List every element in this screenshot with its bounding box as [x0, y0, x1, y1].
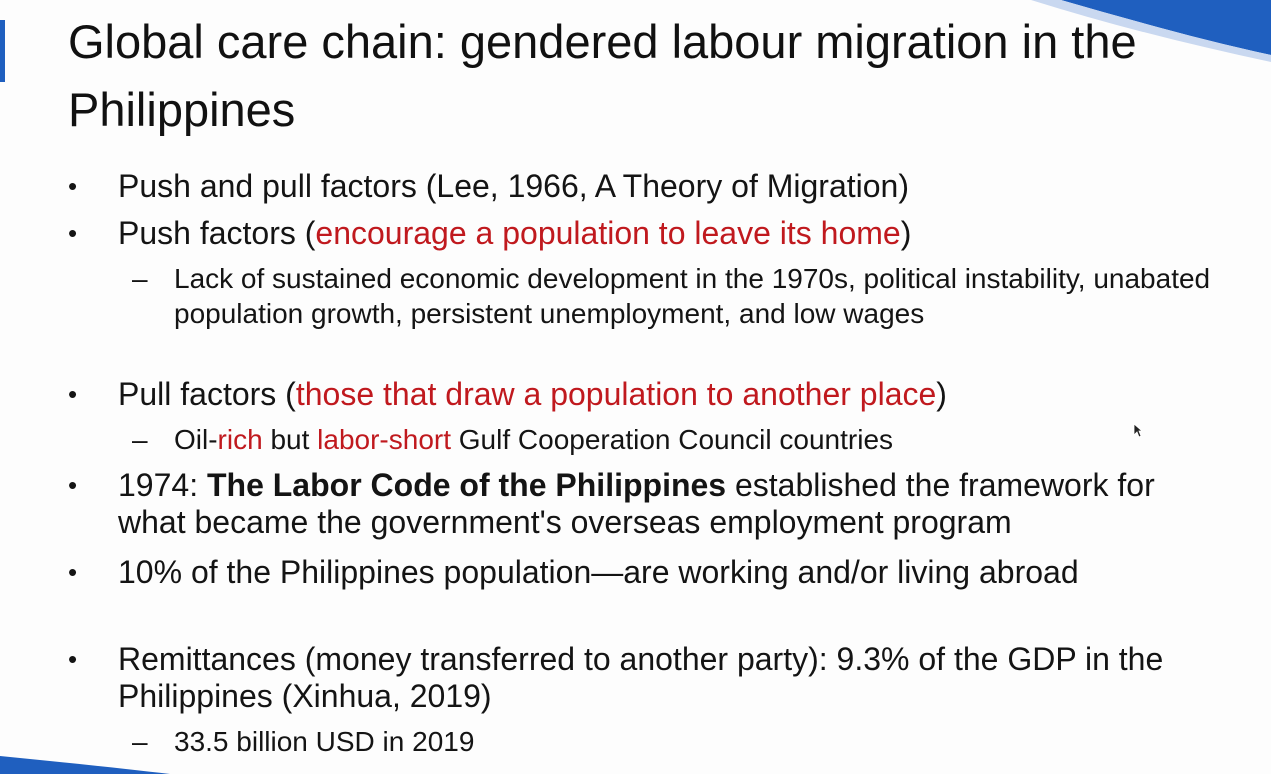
bold-text: The Labor Code of the Philippines — [206, 467, 727, 503]
bullet-text: 10% of the Philippines population—are wo… — [118, 554, 1079, 590]
bullet-text: ) — [900, 215, 912, 251]
bullet-marker: • — [68, 171, 78, 201]
highlighted-text: rich — [217, 424, 263, 455]
bullet-push-pull: • Push and pull factors (Lee, 1966, A Th… — [68, 168, 1228, 205]
bullet-marker: • — [68, 557, 78, 587]
bullet-text: ) — [936, 376, 947, 412]
bullet-text: 1974: — [118, 467, 207, 503]
sub-bullet-push-details: – Lack of sustained economic development… — [132, 261, 1234, 331]
sub-bullet-text: but — [262, 424, 318, 455]
bullet-marker: • — [68, 218, 78, 248]
sub-bullet-gulf: – Oil-rich but labor-short Gulf Cooperat… — [132, 422, 1234, 457]
sub-bullet-text: Lack of sustained economic development i… — [174, 263, 1211, 329]
bullet-text: Pull factors ( — [118, 376, 296, 412]
left-accent-bar — [0, 20, 5, 82]
slide-title: Global care chain: gendered labour migra… — [68, 15, 1137, 136]
top-right-decoration — [1031, 0, 1271, 62]
bullet-marker: • — [68, 470, 78, 500]
bullet-marker: • — [68, 644, 78, 674]
highlighted-text: those that draw a population to another … — [295, 376, 937, 412]
bullet-text: Push factors ( — [118, 215, 316, 251]
bullet-push-factors: • Push factors (encourage a population t… — [68, 215, 1228, 252]
bullet-text: Push and pull factors (Lee, 1966, A Theo… — [118, 168, 909, 204]
sub-bullet-text: Gulf Cooperation Council countries — [451, 424, 894, 455]
bullet-population-abroad: • 10% of the Philippines population—are … — [68, 554, 1228, 591]
bullet-pull-factors: • Pull factors (those that draw a popula… — [68, 376, 1228, 413]
mouse-cursor-icon — [1133, 423, 1143, 438]
bullet-text: Remittances (money transferred to anothe… — [118, 641, 1164, 714]
sub-bullet-marker: – — [132, 263, 148, 294]
sub-bullet-text: 33.5 billion USD in 2019 — [174, 726, 475, 757]
highlighted-text: encourage a population to leave its home — [315, 215, 901, 251]
sub-bullet-usd: – 33.5 billion USD in 2019 — [132, 724, 1234, 759]
highlighted-text: labor-short — [317, 424, 451, 455]
bullet-text: established the framework for what becam… — [118, 467, 1155, 540]
sub-bullet-text: Oil- — [174, 424, 218, 455]
sub-bullet-marker: – — [132, 424, 148, 455]
bullet-remittances: • Remittances (money transferred to anot… — [68, 641, 1228, 715]
bottom-left-decoration — [0, 756, 170, 774]
sub-bullet-marker: – — [132, 726, 148, 757]
bullet-labor-code: • 1974: The Labor Code of the Philippine… — [68, 467, 1228, 541]
bullet-marker: • — [68, 379, 78, 409]
